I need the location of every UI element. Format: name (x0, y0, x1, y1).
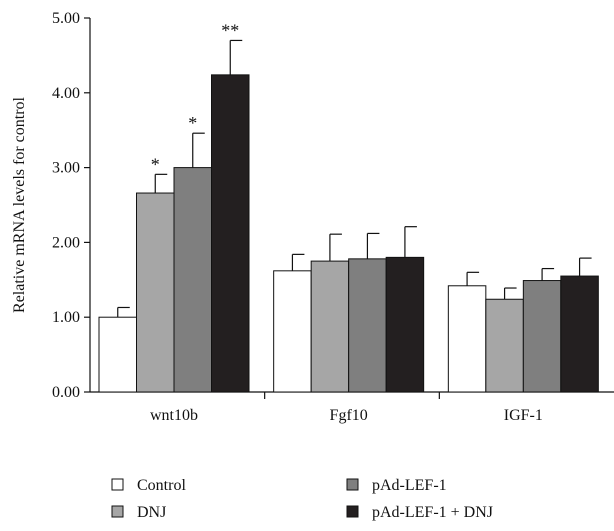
x-category-label: IGF-1 (504, 407, 543, 424)
legend-swatch (346, 505, 359, 518)
legend: Control DNJ pAd-LEF-1 pAd-LEF-1 + DNJ (111, 477, 493, 521)
bar-dnj-wnt10b (136, 192, 175, 393)
y-tick-label: 4.00 (52, 85, 80, 102)
bar-dnj-fgf10 (310, 260, 350, 393)
legend-swatch (346, 478, 359, 491)
legend-label: pAd-LEF-1 (372, 477, 447, 494)
legend-label: DNJ (137, 504, 166, 521)
y-axis-title-text: Relative mRNA levels for control (11, 96, 28, 313)
bar-control-wnt10b (98, 316, 137, 393)
legend-swatch (111, 478, 124, 491)
y-tick-label: 2.00 (52, 234, 80, 251)
legend-label: pAd-LEF-1 + DNJ (372, 504, 493, 521)
bar-control-igf-1 (447, 285, 487, 393)
y-tick-label: 3.00 (52, 160, 80, 177)
bar-pad-lef-1-dnj-fgf10 (385, 256, 425, 393)
significance-mark: ** (221, 20, 239, 40)
x-category-label: Fgf10 (330, 407, 368, 424)
legend-label: Control (137, 477, 186, 494)
y-axis: 0.00 1.00 2.00 3.00 4.00 5.00 (52, 10, 91, 401)
bar-pad-lef-1-igf-1 (522, 280, 562, 393)
legend-swatch (111, 505, 124, 518)
bar-pad-lef-1-dnj-wnt10b (211, 74, 250, 393)
x-category-label: wnt10b (150, 407, 198, 424)
bar-control-fgf10 (273, 270, 312, 393)
y-tick-label: 0.00 (52, 384, 80, 401)
bar-pad-lef-1-fgf10 (348, 258, 387, 393)
y-tick-label: 1.00 (52, 309, 80, 326)
significance-markers: **** (151, 20, 240, 174)
significance-mark: * (151, 154, 160, 174)
bar-pad-lef-1-wnt10b (173, 167, 212, 393)
y-axis-title: Relative mRNA levels for control (11, 96, 28, 313)
bar-groups (98, 74, 599, 393)
bar-dnj-igf-1 (485, 298, 524, 393)
significance-mark: * (188, 113, 197, 133)
y-tick-label: 5.00 (52, 10, 80, 27)
x-axis: wnt10b Fgf10 IGF-1 (90, 391, 614, 424)
error-bars (117, 39, 592, 318)
bar-pad-lef-1-dnj-igf-1 (560, 275, 599, 393)
